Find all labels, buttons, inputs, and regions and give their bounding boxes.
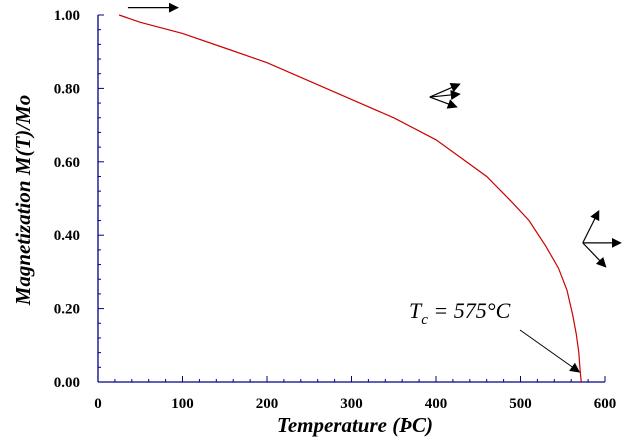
x-tick-label: 200 [256,396,279,412]
y-tick-label: 0.80 [54,81,80,97]
x-tick-label: 0 [94,396,102,412]
y-axis-tick-labels: 0.00 0.20 0.40 0.60 0.80 1.00 [54,8,80,391]
y-axis-ticks [98,14,104,383]
x-tick-label: 100 [171,396,194,412]
x-tick-label: 300 [340,396,363,412]
spin-arrow [582,209,600,244]
x-axis-ticks [97,376,606,382]
spin-glyph-layer [127,2,622,268]
x-axis-tick-labels: 0 100 200 300 400 500 600 [94,396,616,412]
y-tick-label: 1.00 [54,8,80,24]
tc-annotation: Tc = 575°C [409,298,511,328]
x-tick-label: 600 [594,396,617,412]
series-layer [118,14,582,383]
axes [97,15,605,383]
spin-arrow [429,89,461,100]
spin-arrow [582,242,607,268]
y-tick-label: 0.40 [54,228,80,244]
spin-arrow [429,96,458,109]
y-tick-label: 0.60 [54,155,80,171]
y-tick-label: 0.20 [54,302,80,318]
spin-arrow [429,83,461,98]
x-tick-label: 500 [509,396,532,412]
tc-pointer-arrow [519,329,581,373]
series-line [118,14,582,383]
y-axis-title: Magnetization M(T)/Mo [11,95,35,307]
y-tick-label: 0.00 [54,375,80,391]
annotation-layer: Tc = 575°C [409,298,581,373]
x-tick-label: 400 [425,396,448,412]
x-axis-title: Temperature (ÞC) [277,413,433,437]
